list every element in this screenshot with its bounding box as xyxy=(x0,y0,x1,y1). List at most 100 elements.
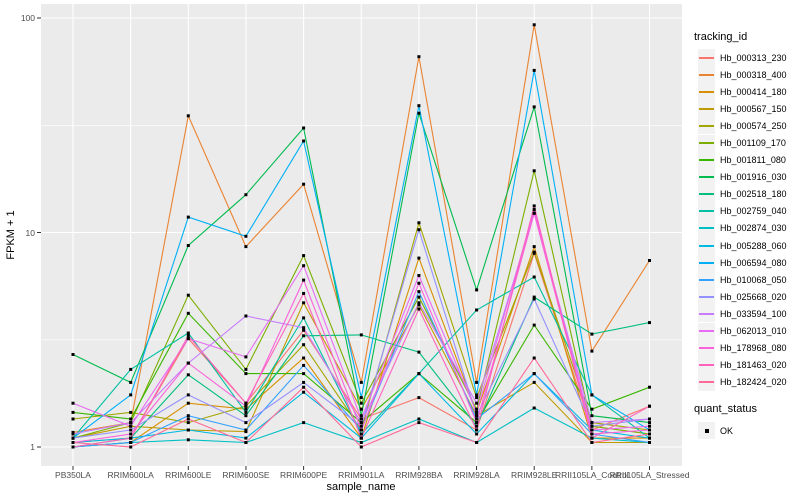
data-point xyxy=(590,424,594,428)
legend-label: Hb_002518_180 xyxy=(720,189,787,200)
data-point xyxy=(359,436,363,440)
legend-key-line xyxy=(699,364,714,367)
data-point xyxy=(71,353,75,356)
data-point xyxy=(417,55,421,59)
data-point xyxy=(590,441,594,444)
legend-key-line xyxy=(699,312,714,315)
data-point xyxy=(532,169,536,173)
data-point xyxy=(129,424,133,428)
data-point xyxy=(417,104,421,108)
data-point xyxy=(359,407,363,411)
legend-key-line xyxy=(699,159,714,162)
legend-key-line xyxy=(699,381,714,384)
data-point xyxy=(186,401,190,405)
legend-entry-Hb_001916_030: Hb_001916_030 xyxy=(698,168,787,186)
legend-entry-Hb_000318_400: Hb_000318_400 xyxy=(698,66,787,84)
legend-key-swatch xyxy=(698,373,715,391)
data-point xyxy=(417,417,421,421)
quant-status-legend-title: quant_status xyxy=(694,403,757,415)
data-point xyxy=(475,308,479,312)
data-point xyxy=(359,432,363,436)
legend-key-line xyxy=(699,330,714,333)
data-point xyxy=(475,421,479,425)
data-point xyxy=(302,385,306,389)
data-point xyxy=(129,432,133,436)
legend-entry-Hb_001811_080: Hb_001811_080 xyxy=(698,151,787,169)
data-point xyxy=(71,430,75,434)
legend-key-line xyxy=(699,193,714,196)
legend-key-swatch xyxy=(698,83,715,101)
data-point xyxy=(475,401,479,405)
x-axis-title: sample_name xyxy=(326,481,396,493)
data-point xyxy=(590,393,594,397)
data-point xyxy=(302,264,306,268)
legend-key-swatch xyxy=(698,271,715,289)
data-point xyxy=(302,278,306,282)
legend-key-swatch xyxy=(698,202,715,220)
data-point xyxy=(532,406,536,410)
data-point xyxy=(244,410,248,414)
legend-label: Hb_000318_400 xyxy=(720,69,787,80)
x-tick-label: RRIM600SE xyxy=(222,470,270,480)
data-point xyxy=(590,414,594,418)
data-point xyxy=(302,380,306,384)
data-point xyxy=(244,428,248,432)
data-point xyxy=(359,421,363,425)
data-point xyxy=(186,438,190,442)
data-point xyxy=(186,414,190,418)
data-point xyxy=(129,421,133,425)
x-tick-label: RRII105LA_Control xyxy=(554,470,629,480)
legend-entry-Hb_010068_050: Hb_010068_050 xyxy=(698,271,787,289)
legend-label: Hb_001811_080 xyxy=(720,155,786,166)
data-point xyxy=(71,445,75,449)
data-point xyxy=(71,436,75,440)
data-point xyxy=(590,436,594,440)
data-point xyxy=(71,441,75,444)
data-point xyxy=(475,428,479,432)
legend-label: Hb_002759_040 xyxy=(720,206,787,217)
legend-label: Hb_001109_170 xyxy=(720,138,786,149)
data-point xyxy=(71,410,75,414)
data-point xyxy=(302,326,306,330)
data-point xyxy=(532,250,536,254)
data-point xyxy=(71,401,75,405)
data-point xyxy=(359,428,363,432)
legend-key-swatch xyxy=(698,134,715,152)
data-point xyxy=(186,361,190,365)
data-point xyxy=(648,259,651,262)
data-point xyxy=(302,343,306,347)
data-point xyxy=(129,393,133,397)
x-tick-label: RRIM600LA xyxy=(107,470,154,480)
data-point xyxy=(590,332,594,336)
quant-status-key-swatch xyxy=(698,422,715,440)
data-point xyxy=(186,393,190,397)
legend-key-line xyxy=(699,261,714,264)
data-point xyxy=(475,441,479,444)
legend-key-swatch xyxy=(698,237,715,255)
data-point xyxy=(129,417,133,421)
data-point xyxy=(302,363,306,367)
data-point xyxy=(417,256,421,260)
data-point xyxy=(532,297,536,301)
data-point xyxy=(244,421,248,425)
data-point xyxy=(590,432,594,436)
data-point xyxy=(532,275,536,279)
data-point xyxy=(129,445,133,449)
data-point xyxy=(648,417,651,421)
data-point xyxy=(244,193,248,197)
legend-entry-Hb_002874_030: Hb_002874_030 xyxy=(698,219,787,237)
legend-key-line xyxy=(699,244,714,247)
data-point xyxy=(590,349,594,353)
y-axis-title: FPKM + 1 xyxy=(5,210,17,260)
legend-entry-Hb_025668_020: Hb_025668_020 xyxy=(698,288,787,306)
legend-key-swatch xyxy=(698,168,715,186)
data-point xyxy=(532,211,536,215)
legend-entry-Hb_181463_020: Hb_181463_020 xyxy=(698,356,787,374)
data-point xyxy=(532,323,536,327)
legend-key-line xyxy=(699,295,714,298)
data-point xyxy=(186,428,190,432)
data-point xyxy=(417,350,421,354)
legend-key-line xyxy=(699,347,714,350)
legend-label: Hb_181463_020 xyxy=(720,360,787,371)
